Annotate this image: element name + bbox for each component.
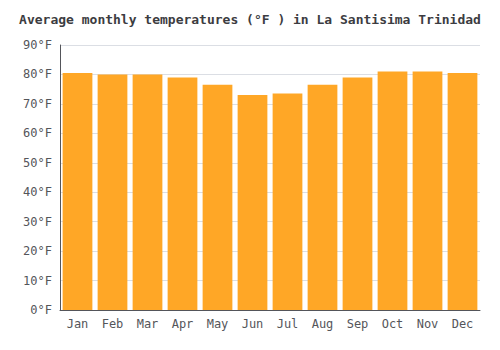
svg-text:70°F: 70°F: [23, 97, 52, 111]
svg-text:Nov: Nov: [417, 317, 439, 331]
svg-text:50°F: 50°F: [23, 156, 52, 170]
svg-text:10°F: 10°F: [23, 274, 52, 288]
svg-text:60°F: 60°F: [23, 126, 52, 140]
svg-text:Mar: Mar: [137, 317, 159, 331]
svg-text:Average monthly temperatures (: Average monthly temperatures (°F ) in La…: [19, 12, 481, 27]
svg-text:Feb: Feb: [102, 317, 124, 331]
svg-text:Sep: Sep: [347, 317, 369, 331]
svg-text:Jan: Jan: [67, 317, 89, 331]
svg-text:Aug: Aug: [312, 317, 334, 331]
svg-text:40°F: 40°F: [23, 185, 52, 199]
svg-text:90°F: 90°F: [23, 38, 52, 52]
svg-text:Dec: Dec: [452, 317, 474, 331]
svg-text:Jun: Jun: [242, 317, 264, 331]
svg-text:30°F: 30°F: [23, 215, 52, 229]
svg-text:0°F: 0°F: [30, 303, 52, 317]
svg-text:80°F: 80°F: [23, 67, 52, 81]
svg-text:Jul: Jul: [277, 317, 299, 331]
svg-text:Oct: Oct: [382, 317, 404, 331]
svg-text:Apr: Apr: [172, 317, 194, 331]
svg-text:May: May: [207, 317, 229, 331]
svg-text:20°F: 20°F: [23, 244, 52, 258]
